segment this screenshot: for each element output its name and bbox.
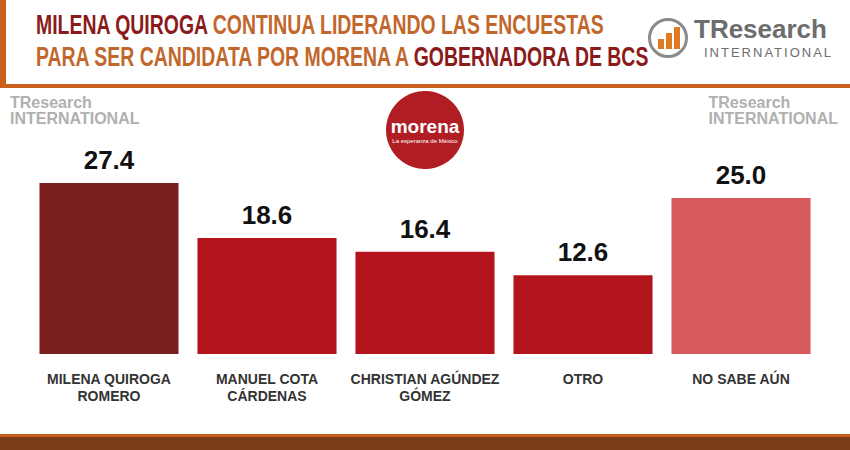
svg-text:GÓMEZ: GÓMEZ — [399, 387, 451, 404]
svg-text:morena: morena — [391, 116, 460, 137]
html-text:INTERNATIONAL: INTERNATIONAL — [704, 45, 834, 60]
svg-text:18.6: 18.6 — [242, 200, 293, 230]
svg-text:MILENA QUIROGA: MILENA QUIROGA — [47, 371, 171, 387]
html-text:PARA SER CANDIDATA POR MORENA: PARA SER CANDIDATA POR MORENA A GOBERNAD… — [36, 42, 649, 72]
svg-text:INTERNATIONAL: INTERNATIONAL — [709, 110, 839, 127]
svg-text:25.0: 25.0 — [716, 160, 767, 190]
svg-text:TResearch: TResearch — [709, 94, 791, 111]
svg-text:TResearch: TResearch — [10, 94, 92, 111]
html-text:MILENA QUIROGA CONTINUA LIDERA: MILENA QUIROGA CONTINUA LIDERANDO LAS EN… — [36, 10, 604, 40]
svg-text:12.6: 12.6 — [558, 237, 609, 267]
svg-text:MANUEL COTA: MANUEL COTA — [216, 371, 318, 387]
svg-text:16.4: 16.4 — [400, 214, 451, 244]
svg-text:NO SABE AÚN: NO SABE AÚN — [692, 370, 790, 387]
svg-text:27.4: 27.4 — [84, 145, 135, 175]
html-text:TResearch: TResearch — [694, 14, 827, 44]
svg-text:OTRO: OTRO — [563, 371, 604, 387]
svg-text:INTERNATIONAL: INTERNATIONAL — [10, 110, 140, 127]
svg-text:ROMERO: ROMERO — [78, 388, 141, 404]
svg-text:CHRISTIAN AGÚNDEZ: CHRISTIAN AGÚNDEZ — [351, 370, 500, 387]
svg-text:La esperanza de México: La esperanza de México — [392, 138, 458, 144]
svg-text:CÁRDENAS: CÁRDENAS — [227, 388, 306, 404]
